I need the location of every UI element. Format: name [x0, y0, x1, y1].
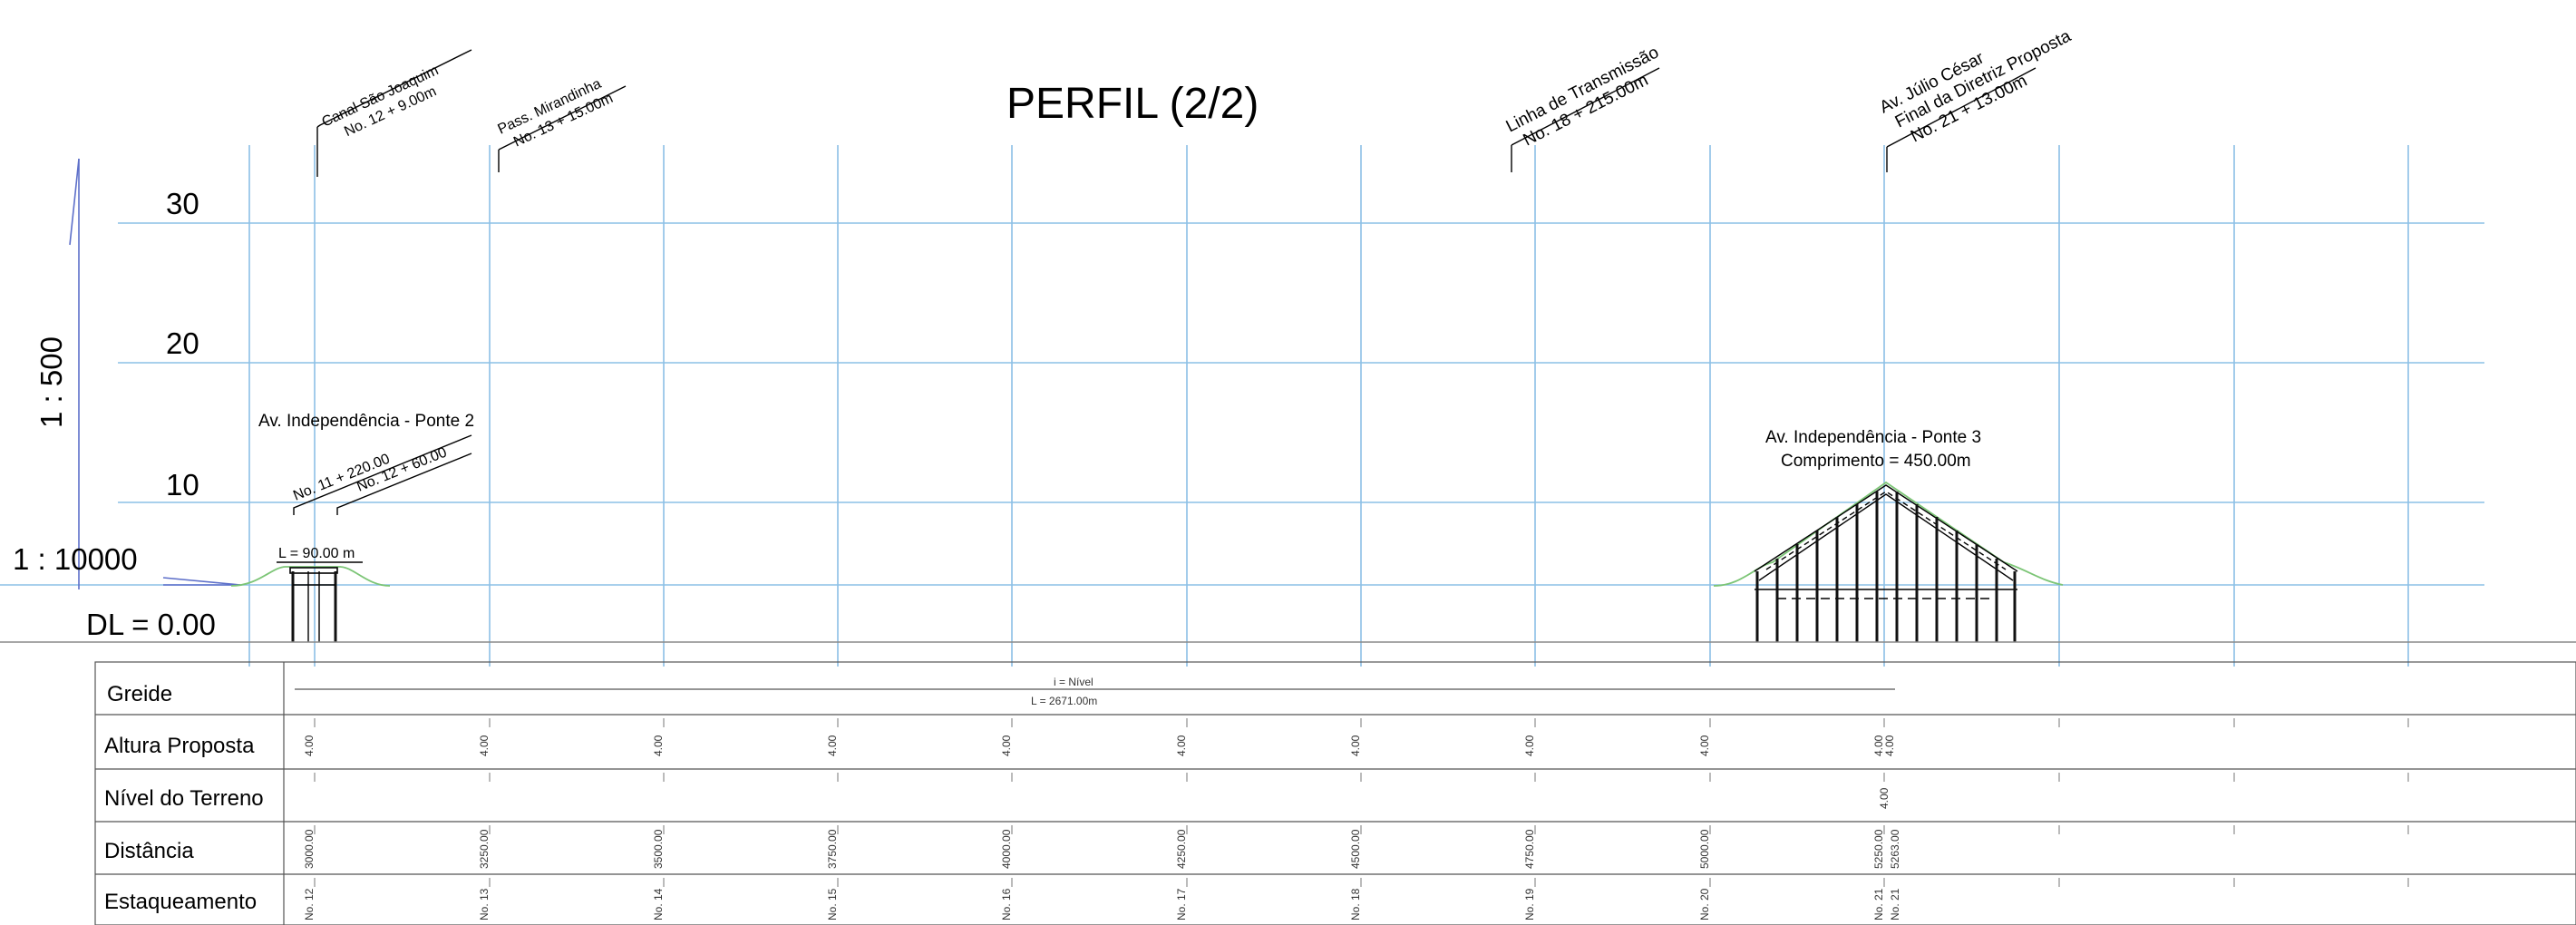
- altura-proposta-value: 4.00: [303, 735, 316, 756]
- distancia-value: 5250.00: [1872, 829, 1885, 869]
- svg-text:Linha de Transmissão No.: Linha de Transmissão No. 18 + 215.00m: [1503, 41, 1676, 154]
- altura-proposta-value: 4.00: [1000, 735, 1013, 756]
- scale-bar: [69, 158, 241, 589]
- bridge-3-length: Comprimento = 450.00m: [1781, 452, 1971, 471]
- estaqueamento-value: No. 21: [1889, 888, 1901, 920]
- estaqueamento-value: No. 20: [1698, 888, 1711, 920]
- row-label-estaqueamento: Estaqueamento: [104, 890, 257, 914]
- estaqueamento-cells: No. 12 No. 13 No. 14 No. 15 No. 16 No. 17 No. …: [303, 888, 1901, 920]
- horizontal-scale: 1 : 10000: [13, 542, 138, 576]
- vertical-grid: [248, 145, 2409, 667]
- distancia-value: 4500.00: [1349, 829, 1362, 869]
- altura-proposta-value: 4.00: [1349, 735, 1362, 756]
- estaqueamento-value: No. 21: [1872, 888, 1885, 920]
- distancia-value: 3250.00: [478, 829, 491, 869]
- bridge-3: Av. Independência - Ponte 3 Comprimento …: [1713, 428, 2064, 642]
- distancia-value: 4750.00: [1523, 829, 1536, 869]
- altura-proposta-cells: 4.00 4.00 4.00 4.00 4.00 4.00 4.00 4.00 4.00 4.00…: [303, 735, 1896, 756]
- altura-proposta-value: 4.00: [826, 735, 839, 756]
- distancia-value: 4000.00: [1000, 829, 1013, 869]
- bridge-2-title: Av. Independência - Ponte 2: [258, 412, 474, 431]
- distancia-value: 5263.00: [1889, 829, 1901, 869]
- grade-length: L = 2671.00m: [1031, 695, 1097, 707]
- distancia-value: 3500.00: [652, 829, 665, 869]
- annotation-linha: Linha de Transmissão No. 18 + 215.00m: [1503, 41, 1676, 172]
- distancia-cells: 3000.00 3250.00 3500.00 3750.00 4000.00 4250.…: [303, 829, 1901, 869]
- altura-proposta-value: 4.00: [1523, 735, 1536, 756]
- altura-proposta-value: 4.00: [1698, 735, 1711, 756]
- elevation-label-20: 20: [166, 326, 199, 360]
- row-label-altura: Altura Proposta: [104, 734, 255, 758]
- elevation-grid: [0, 222, 2484, 586]
- estaqueamento-value: No. 13: [478, 888, 491, 920]
- station-ticks: [314, 718, 2409, 887]
- vertical-scale: 1 : 500: [34, 336, 68, 428]
- datum-label: DL = 0.00: [86, 608, 216, 641]
- estaqueamento-value: No. 15: [826, 888, 839, 920]
- distancia-value: 3750.00: [826, 829, 839, 869]
- nivel-terreno-value: 4.00: [1878, 787, 1891, 809]
- annotation-passagem: Pass. Mirandinha No. 13 + 15.00m: [496, 74, 627, 172]
- svg-text:Canal São Joaquim No. 12: Canal São Joaquim No. 12 + 9.00m: [320, 61, 452, 146]
- bridge-2-length: L = 90.00 m: [278, 546, 355, 561]
- nivel-terreno-cells: 4.00: [1878, 787, 1891, 809]
- elevation-label-10: 10: [166, 468, 199, 501]
- row-label-terreno: Nível do Terreno: [104, 786, 264, 811]
- annotation-julio: Av. Júlio César Final da Diretriz Propos…: [1877, 6, 2087, 172]
- estaqueamento-value: No. 14: [652, 888, 665, 920]
- page-title: PERFIL (2/2): [1006, 80, 1259, 128]
- altura-proposta-value: 4.00: [1175, 735, 1188, 756]
- row-label-distancia: Distância: [104, 839, 194, 863]
- bridge-3-title: Av. Independência - Ponte 3: [1765, 428, 1981, 447]
- grade-slope: i = Nível: [1054, 676, 1094, 688]
- altura-proposta-value: 4.00: [652, 735, 665, 756]
- estaqueamento-value: No. 17: [1175, 888, 1188, 920]
- estaqueamento-value: No. 18: [1349, 888, 1362, 920]
- distancia-value: 4250.00: [1175, 829, 1188, 869]
- bridge-2: Av. Independência - Ponte 2 No. 11 + 220…: [230, 412, 474, 642]
- estaqueamento-value: No. 16: [1000, 888, 1013, 920]
- profile-table: Greide Altura Proposta Nível do Terreno …: [94, 661, 2576, 925]
- distancia-value: 3000.00: [303, 829, 316, 869]
- altura-proposta-value: 4.00: [1872, 735, 1885, 756]
- annotation-canal: Canal São Joaquim No. 12 + 9.00m: [316, 49, 472, 177]
- estaqueamento-value: No. 19: [1523, 888, 1536, 920]
- altura-proposta-value: 4.00: [1883, 735, 1896, 756]
- svg-text:Pass. Mirandinha No. 13: Pass. Mirandinha No. 13 + 15.00m: [496, 74, 616, 154]
- estaqueamento-value: No. 12: [303, 888, 316, 920]
- distancia-value: 5000.00: [1698, 829, 1711, 869]
- elevation-label-30: 30: [166, 187, 199, 220]
- svg-text:Av. Júlio César Final da: Av. Júlio César Final da Diretriz Propos…: [1877, 6, 2087, 152]
- altura-proposta-value: 4.00: [478, 735, 491, 756]
- row-label-greide: Greide: [107, 682, 172, 706]
